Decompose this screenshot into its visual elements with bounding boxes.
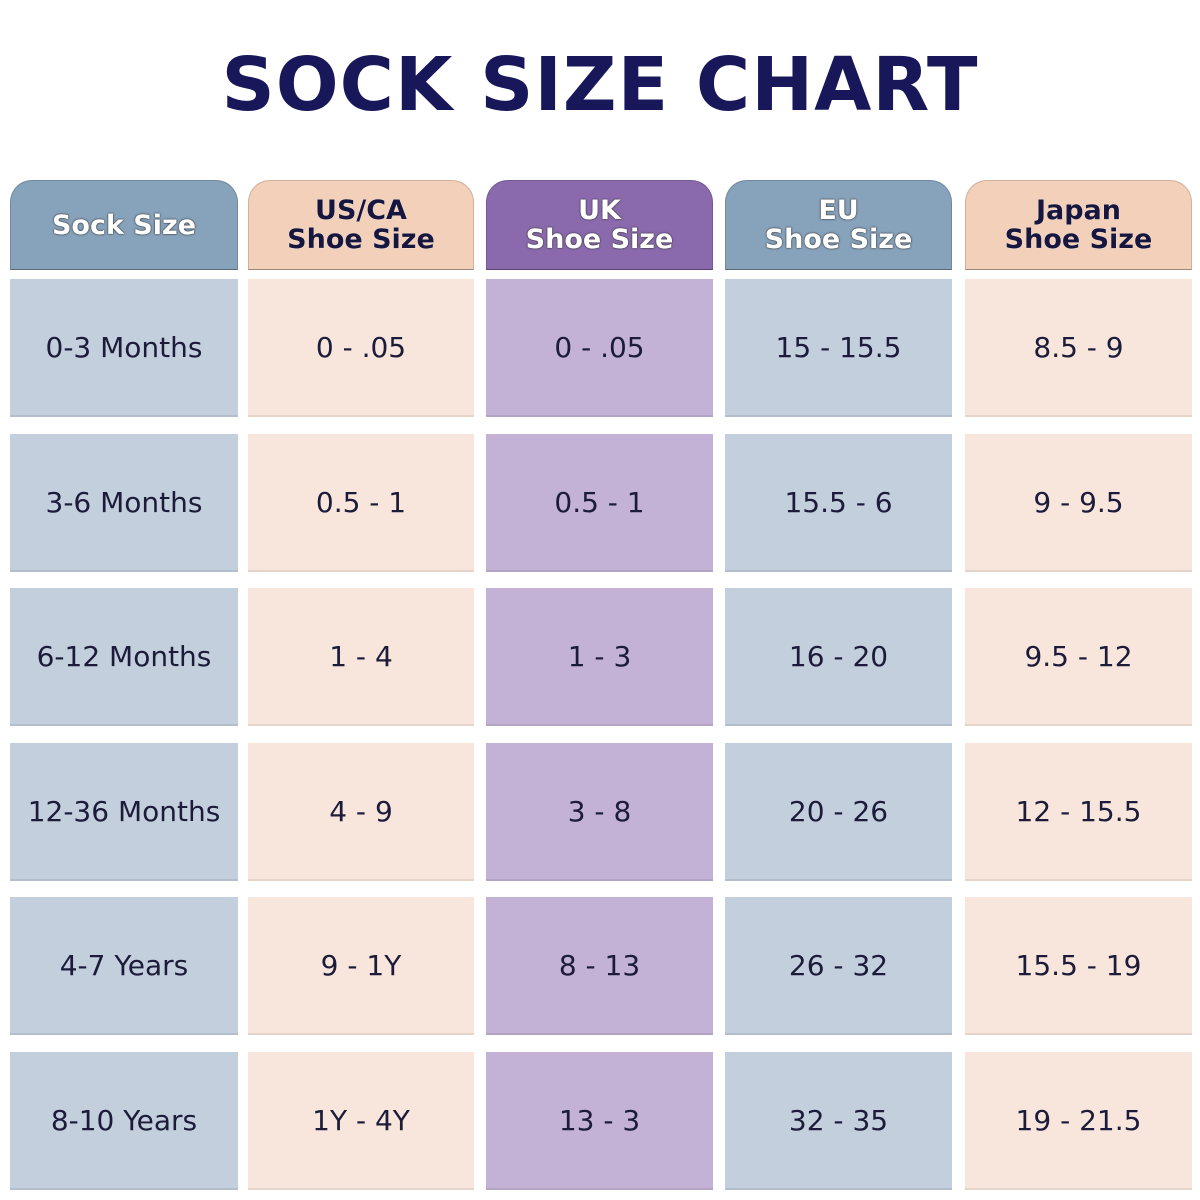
column-header-label: Shoe Size xyxy=(525,224,674,255)
column-header: US/CA Shoe Size xyxy=(248,180,474,270)
column-3: EU Shoe Size 15 - 15.5 15.5 - 6 16 - 20 20 - … xyxy=(725,180,952,1191)
column-header: EU Shoe Size xyxy=(725,180,952,270)
table-cell: 20 - 26 xyxy=(725,743,952,881)
table-cell: 12 - 15.5 xyxy=(965,743,1192,881)
table-cell: 3-6 Months xyxy=(10,434,238,572)
table-cell: 32 - 35 xyxy=(725,1052,952,1190)
table-cell: 4 - 9 xyxy=(248,743,474,881)
table-cell: 12-36 Months xyxy=(10,743,238,881)
table-cell: 0.5 - 1 xyxy=(248,434,474,572)
table-cell: 1 - 3 xyxy=(486,588,713,726)
table-cell: 3 - 8 xyxy=(486,743,713,881)
table-cell: 4-7 Years xyxy=(10,897,238,1035)
table-cell: 15.5 - 19 xyxy=(965,897,1192,1035)
table-cell: 0 - .05 xyxy=(248,279,474,417)
column-header-label: UK xyxy=(578,195,621,226)
table-cell: 9.5 - 12 xyxy=(965,588,1192,726)
table-cell: 0.5 - 1 xyxy=(486,434,713,572)
column-header: UK Shoe Size xyxy=(486,180,713,270)
column-header-label: Sock Size xyxy=(51,209,197,241)
column-0: Sock Size 0-3 Months 3-6 Months 6-12 Months… xyxy=(10,180,238,1191)
table-cell: 1Y - 4Y xyxy=(248,1052,474,1190)
column-header-label: Japan xyxy=(1035,195,1122,226)
table-cell: 0-3 Months xyxy=(10,279,238,417)
column-header-label: EU xyxy=(818,195,859,226)
chart-title: SOCK SIZE CHART xyxy=(221,42,979,128)
table-cell: 8-10 Years xyxy=(10,1052,238,1190)
column-header-label: US/CA xyxy=(315,195,407,226)
column-header-label: Shoe Size xyxy=(1004,224,1153,255)
table-cell: 13 - 3 xyxy=(486,1052,713,1190)
table-cell: 16 - 20 xyxy=(725,588,952,726)
table-cell: 0 - .05 xyxy=(486,279,713,417)
table-cell: 9 - 1Y xyxy=(248,897,474,1035)
table-cell: 15 - 15.5 xyxy=(725,279,952,417)
column-header-label: Shoe Size xyxy=(764,224,913,255)
table-cell: 8.5 - 9 xyxy=(965,279,1192,417)
table-cell: 15.5 - 6 xyxy=(725,434,952,572)
table-cell: 19 - 21.5 xyxy=(965,1052,1192,1190)
table-cell: 26 - 32 xyxy=(725,897,952,1035)
table-cell: 6-12 Months xyxy=(10,588,238,726)
table-cell: 1 - 4 xyxy=(248,588,474,726)
table-cell: 9 - 9.5 xyxy=(965,434,1192,572)
column-header: Sock Size xyxy=(10,180,238,270)
column-header-label: Shoe Size xyxy=(287,224,435,255)
table-cell: 8 - 13 xyxy=(486,897,713,1035)
column-header: Japan Shoe Size xyxy=(965,180,1192,270)
